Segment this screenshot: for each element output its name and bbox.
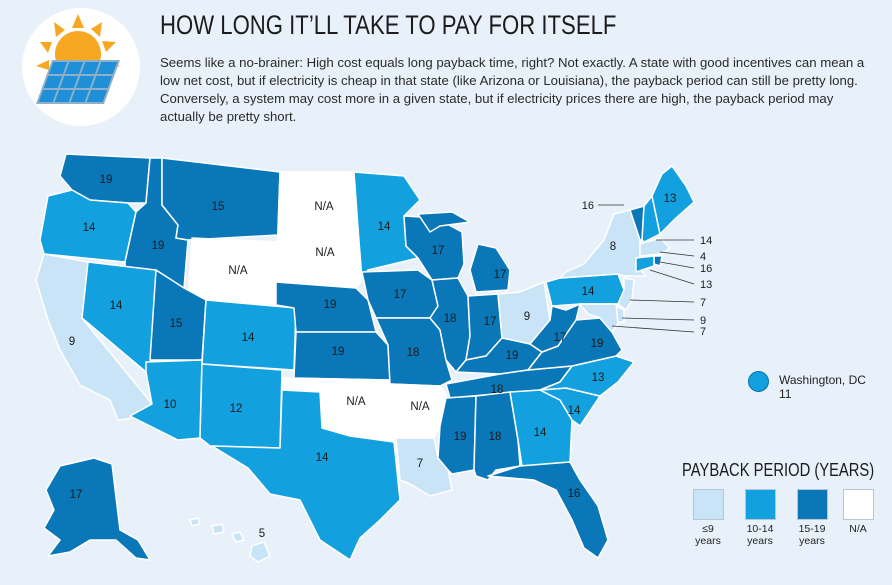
dc-label: Washington, DC 11: [779, 373, 866, 401]
legend-item-le9: ≤9 years: [681, 489, 735, 547]
state-ri[interactable]: [653, 255, 663, 267]
legend-label: N/A: [849, 523, 867, 535]
state-value-tx: 14: [316, 452, 329, 464]
state-ct[interactable]: [635, 255, 655, 273]
state-nd[interactable]: [277, 171, 359, 229]
state-value-al: 18: [489, 431, 502, 443]
state-value-nd: N/A: [314, 201, 334, 213]
callout-line-nj: [629, 299, 695, 303]
state-value-id: 19: [152, 240, 165, 252]
state-value-nc: 13: [592, 372, 605, 384]
state-fl[interactable]: [487, 461, 609, 559]
state-value-sc: 14: [568, 405, 581, 417]
state-value-va: 19: [591, 338, 604, 350]
state-ak[interactable]: [43, 457, 151, 561]
state-value-wv: 17: [554, 332, 567, 344]
state-value-hi: 5: [259, 528, 265, 540]
state-value-sd: N/A: [315, 247, 335, 259]
dc-name: Washington, DC: [779, 373, 866, 387]
page-title: HOW LONG IT’LL TAKE TO PAY FOR ITSELF: [160, 10, 617, 40]
state-tx[interactable]: [211, 389, 401, 561]
legend-item-10to14: 10-14 years: [733, 489, 787, 547]
state-value-il: 18: [444, 313, 457, 325]
state-nh[interactable]: [641, 195, 661, 243]
state-value-mn: 14: [378, 221, 391, 233]
state-value-ma: 4: [700, 251, 706, 263]
legend-swatch-10to14: [744, 489, 776, 520]
legend-swatch-le9: [692, 489, 724, 520]
state-value-ia: 17: [394, 289, 407, 301]
state-ma[interactable]: [639, 237, 671, 257]
state-value-de: 9: [700, 315, 706, 327]
state-value-az: 10: [164, 399, 177, 411]
state-value-me: 13: [664, 193, 677, 205]
callout-line-md: [611, 325, 695, 333]
state-value-wa: 19: [100, 174, 113, 186]
state-value-wi: 17: [432, 245, 445, 257]
state-value-co: 14: [242, 332, 255, 344]
callout-line-ri: [659, 261, 695, 269]
state-value-la: 7: [417, 458, 423, 470]
state-value-nv: 14: [110, 300, 123, 312]
state-value-ky: 19: [506, 350, 519, 362]
state-hi[interactable]: [189, 517, 271, 563]
state-value-pa: 14: [582, 286, 595, 298]
state-sd[interactable]: [275, 227, 363, 289]
legend-item-15to19: 15-19 years: [785, 489, 839, 547]
callout-line-ma: [659, 251, 695, 257]
state-value-nj: 7: [700, 297, 706, 309]
intro-paragraph: Seems like a no-brainer: High cost equal…: [160, 55, 865, 124]
dc-value: 11: [779, 387, 792, 401]
state-value-in: 17: [484, 316, 497, 328]
state-value-ri: 16: [700, 263, 712, 275]
state-value-md: 7: [700, 326, 706, 338]
state-value-mo: 18: [407, 347, 420, 359]
state-mt[interactable]: [161, 157, 281, 241]
state-value-nh: 14: [700, 235, 712, 247]
state-md[interactable]: [579, 303, 619, 333]
state-mi[interactable]: [417, 211, 511, 293]
state-value-oh: 9: [524, 311, 530, 323]
legend-label: ≤9 years: [695, 523, 721, 547]
legend-swatch-na: [842, 489, 874, 520]
callout-line-ct: [649, 269, 695, 285]
state-value-mt: 15: [212, 201, 225, 213]
state-value-tn: 18: [491, 384, 504, 396]
state-value-ut: 15: [170, 318, 183, 330]
state-me[interactable]: [651, 165, 695, 235]
state-nj[interactable]: [617, 277, 635, 311]
callout-line-de: [621, 317, 695, 321]
state-value-ct: 13: [700, 279, 712, 291]
state-value-wy: N/A: [228, 265, 248, 277]
state-value-mi: 17: [494, 269, 507, 281]
state-value-ms: 19: [454, 431, 467, 443]
state-value-ar: N/A: [410, 401, 430, 413]
state-value-ne: 19: [324, 299, 337, 311]
legend-item-na: N/A: [831, 489, 885, 535]
legend: ≤9 years 10-14 years 15-19 years N/A: [681, 489, 881, 559]
state-value-or: 14: [83, 222, 96, 234]
legend-label: 10-14 years: [746, 523, 774, 547]
state-value-ak: 17: [70, 489, 83, 501]
state-value-ny: 8: [610, 241, 616, 253]
solar-logo: [22, 8, 140, 126]
state-la[interactable]: [395, 437, 453, 497]
state-value-ok: N/A: [346, 396, 366, 408]
dc-marker[interactable]: [748, 371, 769, 392]
legend-swatch-15to19: [796, 489, 828, 520]
state-value-ga: 14: [534, 427, 547, 439]
state-value-vt: 16: [582, 200, 594, 212]
state-value-fl: 16: [568, 488, 581, 500]
legend-title: PAYBACK PERIOD (YEARS): [682, 460, 875, 480]
state-value-ca: 9: [69, 336, 75, 348]
state-value-nm: 12: [230, 403, 243, 415]
sun-solar-panel-icon: [35, 14, 120, 104]
legend-label: 15-19 years: [798, 523, 826, 547]
state-value-ks: 19: [332, 346, 345, 358]
